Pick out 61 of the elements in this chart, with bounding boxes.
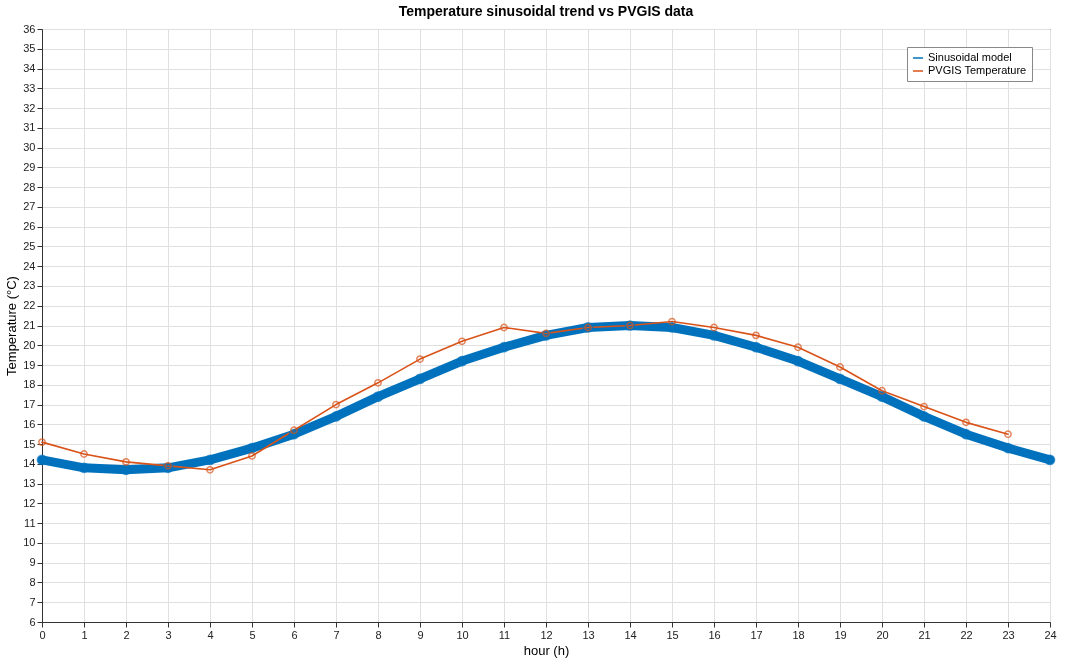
y-tick-label: 27 [23,200,36,213]
x-tick-label: 3 [165,628,172,641]
y-tick-label: 31 [23,121,36,134]
y-tick-label: 19 [23,358,36,371]
legend-label: PVGIS Temperature [928,64,1027,76]
y-tick-label: 15 [23,437,36,450]
x-tick-label: 13 [582,628,595,641]
x-tick-label: 2 [123,628,130,641]
chart-title: Temperature sinusoidal trend vs PVGIS data [398,3,694,19]
y-tick-label: 32 [23,101,36,114]
x-tick-label: 22 [960,628,973,641]
x-tick-label: 18 [792,628,805,641]
x-tick-label: 10 [456,628,469,641]
y-tick-label: 36 [23,22,36,35]
y-tick-label: 18 [23,378,36,391]
y-tick-label: 25 [23,239,36,252]
x-tick-label: 7 [333,628,340,641]
x-tick-label: 17 [750,628,763,641]
x-tick-label: 9 [417,628,424,641]
y-axis-title: Temperature (°C) [4,276,20,376]
x-tick-label: 23 [1002,628,1015,641]
y-tick-label: 6 [29,615,36,628]
y-tick-label: 26 [23,220,36,233]
y-tick-label: 7 [29,595,36,608]
x-tick-label: 16 [708,628,721,641]
x-tick-label: 5 [249,628,256,641]
x-tick-label: 1 [81,628,88,641]
x-tick-label: 12 [540,628,553,641]
x-axis-title: hour (h) [523,642,570,658]
y-tick-label: 23 [23,279,36,292]
x-tick-label: 4 [207,628,214,641]
y-tick-label: 28 [23,180,36,193]
y-tick-label: 8 [29,575,36,588]
y-tick-label: 13 [23,477,36,490]
y-tick-label: 20 [23,338,36,351]
y-tick-label: 14 [23,457,36,470]
y-tick-label: 24 [23,259,36,272]
x-tick-label: 19 [834,628,847,641]
y-tick-label: 30 [23,141,36,154]
y-tick-label: 17 [23,398,36,411]
legend-label: Sinusoidal model [928,51,1012,63]
y-tick-label: 11 [24,516,36,529]
x-tick-label: 0 [39,628,46,641]
x-tick-label: 20 [876,628,889,641]
y-tick-label: 16 [23,417,36,430]
y-tick-label: 22 [23,299,36,312]
y-tick-label: 9 [29,556,36,569]
y-tick-label: 12 [23,496,36,509]
x-tick-label: 24 [1044,628,1057,641]
x-tick-label: 11 [498,628,511,641]
y-tick-label: 35 [23,42,36,55]
x-tick-label: 14 [624,628,637,641]
y-tick-label: 34 [23,62,36,75]
x-tick-label: 15 [666,628,679,641]
y-tick-label: 21 [23,319,36,331]
x-tick-label: 21 [918,628,931,641]
y-tick-label: 10 [23,536,36,549]
x-tick-label: 8 [375,628,382,641]
y-tick-label: 33 [23,81,36,94]
y-tick-label: 29 [23,160,36,173]
x-tick-label: 6 [291,628,298,641]
